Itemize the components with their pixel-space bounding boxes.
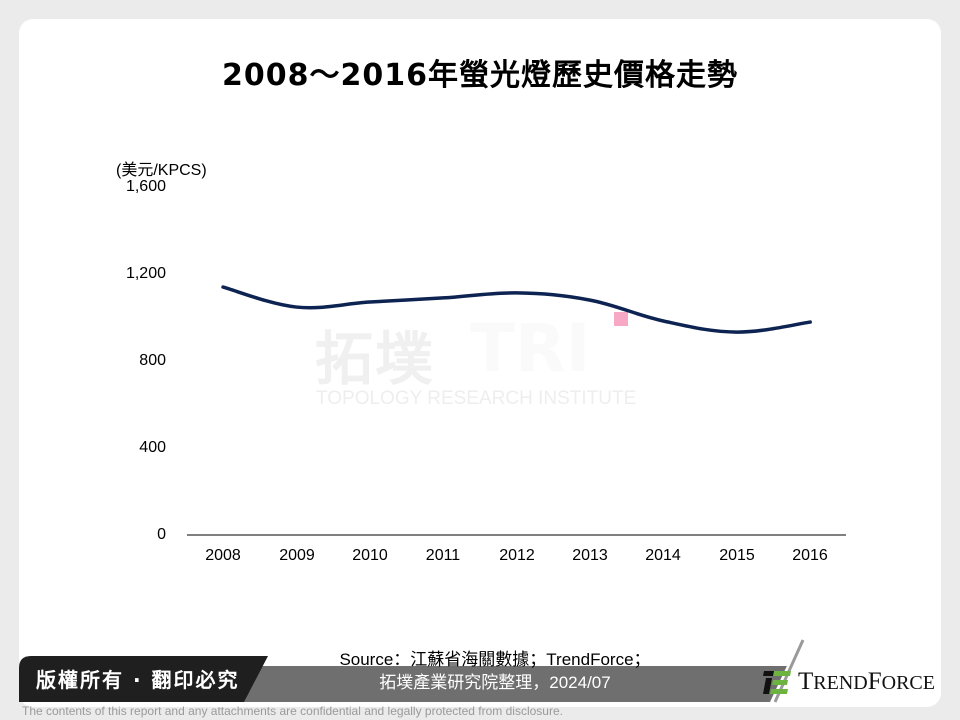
- y-axis-unit: (美元/KPCS): [116, 162, 207, 179]
- y-tick-1600: 1,600: [125, 178, 166, 195]
- trendforce-logo: TRENDFORCE: [762, 664, 935, 700]
- copyright-text: 版權所有 · 翻印必究: [36, 668, 240, 692]
- trendforce-logo-text: TRENDFORCE: [798, 668, 935, 695]
- source-band: [240, 666, 800, 702]
- y-tick-800: 800: [139, 352, 166, 369]
- trendforce-logo-icon: [763, 671, 791, 694]
- y-tick-400: 400: [139, 439, 166, 456]
- y-tick-1200: 1,200: [125, 265, 166, 282]
- x-tick-2008: 2008: [205, 547, 241, 564]
- y-tick-0: 0: [157, 526, 166, 543]
- pink-marker: [614, 312, 628, 326]
- source-line-1: Source：江蘇省海關數據；TrendForce；: [339, 650, 651, 669]
- disclaimer-text: The contents of this report and any atta…: [22, 704, 563, 718]
- source-line-2: 拓墣產業研究院整理，2024/07: [379, 673, 611, 692]
- x-tick-2013: 2013: [572, 547, 608, 564]
- chart-title: 2008～2016年螢光燈歷史價格走勢: [222, 58, 738, 93]
- x-tick-2016: 2016: [792, 547, 828, 564]
- watermark-chinese: 拓墣: [315, 325, 436, 393]
- x-tick-2014: 2014: [645, 547, 681, 564]
- x-tick-2012: 2012: [499, 547, 535, 564]
- x-tick-2011: 2011: [425, 547, 461, 564]
- x-tick-2015: 2015: [719, 547, 755, 564]
- watermark-tri: TRI: [470, 310, 591, 387]
- x-tick-2010: 2010: [352, 547, 388, 564]
- price-line: [221, 285, 812, 334]
- x-tick-2009: 2009: [279, 547, 315, 564]
- slide-panel: [19, 19, 941, 707]
- watermark-english: TOPOLOGY RESEARCH INSTITUTE: [316, 388, 637, 409]
